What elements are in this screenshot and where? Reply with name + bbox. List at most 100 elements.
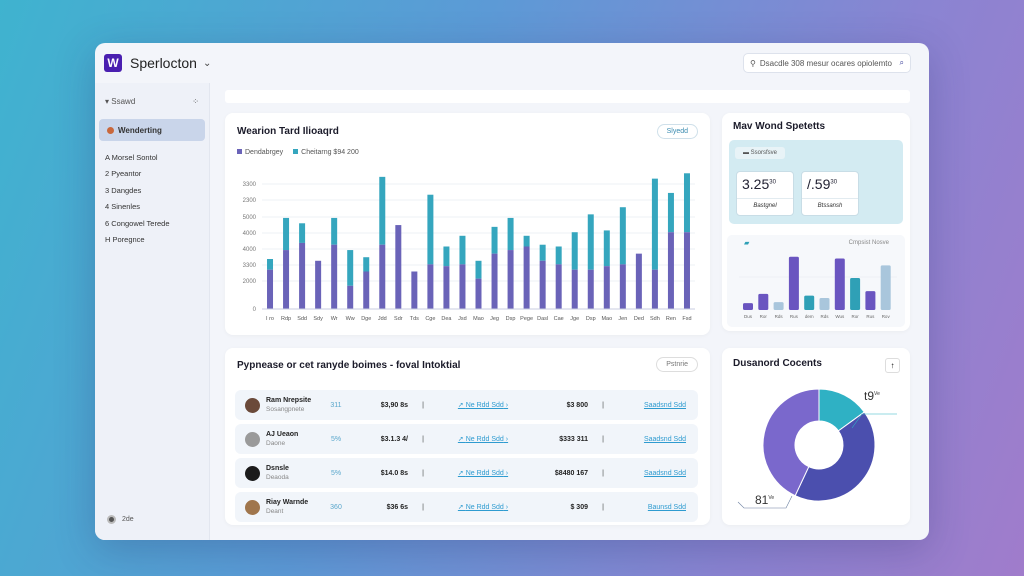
row-action-link[interactable]: Baunsd Sdd xyxy=(647,503,686,511)
bar-segment-purple xyxy=(443,266,450,309)
sidebar-item[interactable]: A Morsel Sontol xyxy=(105,152,158,162)
bar-segment-teal xyxy=(523,235,530,247)
legend-item: Cheitarng $94 200 xyxy=(293,149,359,156)
label: Wenderting xyxy=(118,125,162,135)
bar-segment-purple xyxy=(267,269,274,309)
donut-slice xyxy=(794,411,876,502)
row-total: $ 309 xyxy=(570,503,588,511)
x-tick-label: Sdy xyxy=(313,316,323,322)
y-tick-label: 2000 xyxy=(243,279,257,285)
bar-segment-teal xyxy=(427,194,434,265)
header: W Sperlocton ⌄ ⚲ Dsacdle 308 mesur ocare… xyxy=(95,43,929,83)
stats-panel: ▬ Ssorsfsve 3.2530 Bastgnel/.5930 Btssansh xyxy=(729,140,903,224)
divider: | xyxy=(602,435,604,443)
divider: | xyxy=(422,435,424,443)
chevron-down-icon: ▾ xyxy=(105,97,112,106)
bar-segment-purple xyxy=(379,244,386,309)
search-input[interactable]: ⚲ Dsacdle 308 mesur ocares opiolemto ⌕ xyxy=(743,53,911,73)
row-percent: 360 xyxy=(330,503,342,511)
bar-chart: 0 2000 3300 4000 4000 5000 2300 3300 I ro Rdp Sdd S… xyxy=(243,173,695,322)
x-tick-label: Ren xyxy=(666,316,676,322)
sidebar-section[interactable]: ▾ Ssawd ⁘ xyxy=(95,83,209,106)
table-row[interactable]: Dsnsle Deaoda 5% $14.0 8s | ➚ Ne Rdd Sdd › $84… xyxy=(235,458,698,488)
card-title: Dusanord Cocents xyxy=(733,358,822,369)
table-row[interactable]: Ram Nrepsite Sosangpnete 311 $3,90 8s | ➚ Ne … xyxy=(235,390,698,420)
y-tick-label: 0 xyxy=(253,307,257,313)
mini-chart-panel: ▰ Cmpsist Nosve Dus Ror Rds Rus dem Rds Wus Ror… xyxy=(727,235,905,327)
app-window: W Sperlocton ⌄ ⚲ Dsacdle 308 mesur ocare… xyxy=(95,43,929,540)
bar-segment-teal xyxy=(299,223,306,243)
row-total: $3 800 xyxy=(566,401,588,409)
bar-segment-teal xyxy=(331,217,338,245)
bar-segment-purple xyxy=(603,266,610,309)
leader-line xyxy=(851,413,897,429)
row-action-link[interactable]: Saadsnd Sdd xyxy=(643,469,686,477)
mini-bar-chart: Dus Ror Rds Rus dem Rds Wus Ror Rus Rov xyxy=(739,256,897,319)
mini-bar xyxy=(850,278,861,310)
row-link[interactable]: ➚ Ne Rdd Sdd › xyxy=(457,504,509,511)
table-row[interactable]: AJ Ueaon Daone 5% $3.1.3 4/ | ➚ Ne Rdd Sdd › $… xyxy=(235,424,698,454)
section-label: Ssawd xyxy=(111,97,136,106)
search-button-icon[interactable]: ⌕ xyxy=(899,58,904,67)
bar-segment-teal xyxy=(379,176,386,245)
row-total: $333 311 xyxy=(559,435,588,443)
bar-segment-purple xyxy=(363,271,370,309)
row-link[interactable]: ➚ Ne Rdd Sdd › xyxy=(457,402,509,409)
chevron-down-icon[interactable]: ⌄ xyxy=(202,57,212,69)
avatar xyxy=(245,465,260,481)
avatar xyxy=(107,515,116,524)
sidebar-item[interactable]: 6 Congowel Terede xyxy=(105,218,170,228)
row-percent: 5% xyxy=(330,435,342,443)
sidebar-item[interactable]: 2 Pyeantor xyxy=(105,169,142,179)
row-name: Ram Nrepsite xyxy=(266,397,312,404)
bar-segment-teal xyxy=(603,230,610,267)
bar-segment-purple xyxy=(507,250,514,309)
export-button[interactable]: ↑ xyxy=(885,358,900,373)
x-tick-label: Pege xyxy=(520,316,533,322)
mini-chart-title: Cmpsist Nosve xyxy=(848,240,889,246)
sidebar-item[interactable]: 4 Sinenles xyxy=(105,202,141,212)
row-subtitle: Daone xyxy=(266,440,286,447)
x-tick-label: Jge xyxy=(570,316,579,322)
bar-segment-teal xyxy=(571,232,578,270)
table-row[interactable]: Riay Warnde Deant 360 $36 6s | ➚ Ne Rdd Sdd ›… xyxy=(235,492,698,522)
stat-value: /.59 xyxy=(807,176,831,192)
mini-bar xyxy=(804,295,815,310)
user-profile[interactable]: 2de xyxy=(107,515,134,524)
bar-segment-teal xyxy=(283,217,290,251)
bar-segment-teal xyxy=(491,226,498,254)
bar-segment-purple xyxy=(491,253,498,309)
bar-segment-purple xyxy=(619,264,626,309)
bar-segment-purple xyxy=(523,246,530,309)
sidebar-item[interactable]: 3 Dangdes xyxy=(105,185,142,195)
mini-bar xyxy=(880,265,891,310)
donut-label: t9Ve xyxy=(864,389,880,403)
x-tick-label: Mao xyxy=(601,316,612,322)
row-action-link[interactable]: Saadsnd Sdd xyxy=(643,435,686,443)
mini-x-label: Wus xyxy=(835,314,845,319)
bar-segment-purple xyxy=(667,232,674,309)
row-percent: 5% xyxy=(330,469,342,477)
app-logo[interactable]: W xyxy=(104,54,122,72)
table-action-button[interactable]: Pstnrie xyxy=(656,357,698,372)
row-link[interactable]: ➚ Ne Rdd Sdd › xyxy=(457,436,509,443)
bar-segment-purple xyxy=(539,260,546,309)
grid-icon[interactable]: ⁘ xyxy=(192,97,199,106)
divider: | xyxy=(422,401,424,409)
y-tick-label: 2300 xyxy=(243,198,257,204)
chart-filter-button[interactable]: Slyedd xyxy=(656,124,698,139)
sidebar-item[interactable]: H Poregnce xyxy=(105,235,145,245)
app-name[interactable]: Sperlocton xyxy=(130,55,197,71)
row-action-link[interactable]: Saadsnd Sdd xyxy=(643,401,686,409)
mini-bar xyxy=(819,297,830,310)
search-placeholder: Dsacdle 308 mesur ocares opiolemto xyxy=(759,58,892,68)
bar-segment-purple xyxy=(331,244,338,309)
row-amount: $3.1.3 4/ xyxy=(380,435,408,443)
row-link[interactable]: ➚ Ne Rdd Sdd › xyxy=(457,470,509,477)
x-tick-label: Wr xyxy=(331,316,338,322)
mini-x-label: Rds xyxy=(775,314,784,319)
donut-slice xyxy=(762,388,820,497)
bar-segment-purple xyxy=(315,260,322,309)
sidebar-item-active[interactable]: Wenderting xyxy=(99,119,205,141)
x-tick-label: Jen xyxy=(618,316,627,322)
